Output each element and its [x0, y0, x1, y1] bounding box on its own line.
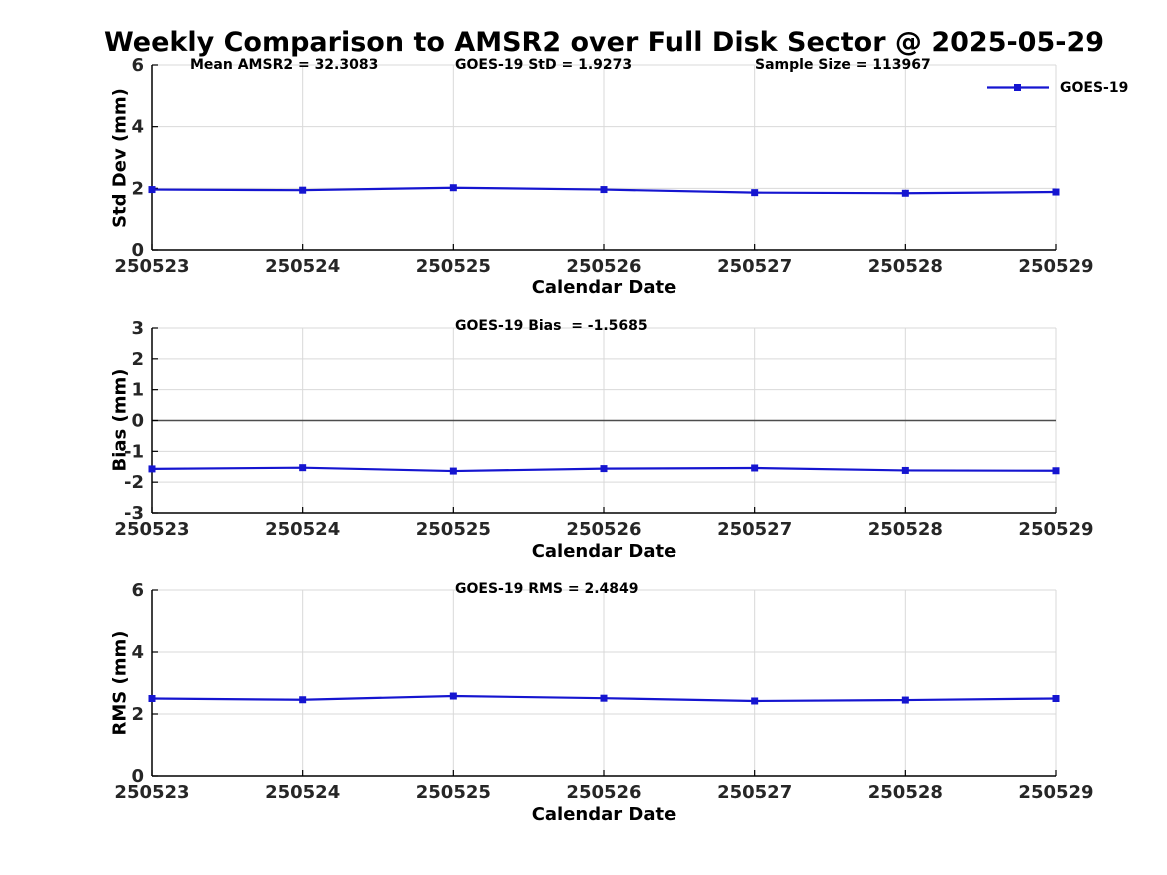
svg-text:250528: 250528 — [868, 519, 943, 540]
svg-text:250523: 250523 — [114, 256, 189, 277]
svg-text:250526: 250526 — [566, 256, 641, 277]
svg-text:250526: 250526 — [566, 782, 641, 803]
svg-text:250529: 250529 — [1018, 782, 1093, 803]
svg-text:250523: 250523 — [114, 782, 189, 803]
svg-text:250523: 250523 — [114, 519, 189, 540]
svg-text:4: 4 — [131, 642, 144, 663]
svg-text:6: 6 — [131, 580, 144, 601]
svg-text:250525: 250525 — [416, 519, 491, 540]
legend: GOES-19 — [985, 79, 1129, 96]
svg-text:250524: 250524 — [265, 519, 340, 540]
svg-text:0: 0 — [131, 240, 144, 261]
svg-text:-3: -3 — [124, 503, 144, 524]
svg-text:250527: 250527 — [717, 256, 792, 277]
svg-text:250527: 250527 — [717, 782, 792, 803]
svg-text:250526: 250526 — [566, 519, 641, 540]
svg-text:-1: -1 — [124, 441, 144, 462]
svg-text:-2: -2 — [124, 472, 144, 493]
svg-text:250529: 250529 — [1018, 256, 1093, 277]
svg-text:6: 6 — [131, 55, 144, 76]
legend-line-marker-icon — [987, 84, 1049, 91]
svg-text:250527: 250527 — [717, 519, 792, 540]
svg-text:0: 0 — [131, 411, 144, 432]
svg-text:2: 2 — [131, 178, 144, 199]
svg-text:3: 3 — [131, 318, 144, 339]
svg-text:250525: 250525 — [416, 782, 491, 803]
svg-text:1: 1 — [131, 380, 144, 401]
svg-text:250524: 250524 — [265, 782, 340, 803]
svg-text:250528: 250528 — [868, 782, 943, 803]
svg-text:250524: 250524 — [265, 256, 340, 277]
svg-text:2: 2 — [131, 704, 144, 725]
svg-text:2: 2 — [131, 349, 144, 370]
svg-text:250529: 250529 — [1018, 519, 1093, 540]
figure-title: Weekly Comparison to AMSR2 over Full Dis… — [103, 27, 1105, 58]
svg-text:4: 4 — [131, 117, 144, 138]
legend-label: GOES-19 — [1060, 79, 1129, 96]
svg-text:250525: 250525 — [416, 256, 491, 277]
svg-text:250528: 250528 — [868, 256, 943, 277]
svg-text:0: 0 — [131, 766, 144, 787]
